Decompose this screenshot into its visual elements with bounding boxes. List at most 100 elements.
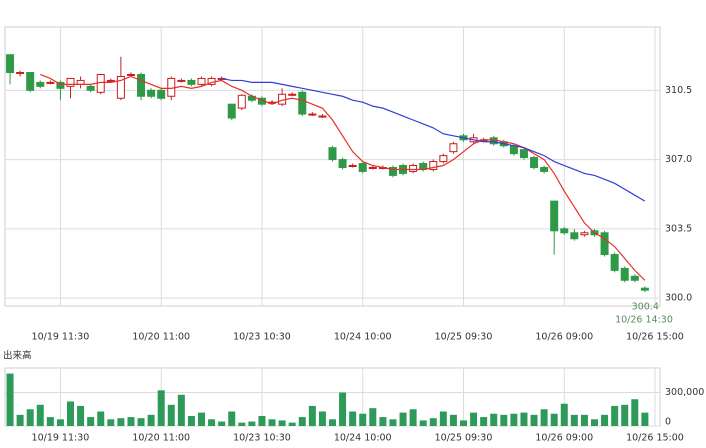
volume-bar — [500, 414, 508, 426]
volume-bar — [510, 413, 518, 426]
volume-bar — [288, 422, 296, 426]
volume-bar — [268, 419, 276, 426]
candle-body — [66, 77, 75, 87]
x-tick-label: 10/19 11:30 — [32, 433, 90, 444]
x-tick-label: 10/24 10:00 — [334, 433, 392, 444]
y-tick-label: 300,000 — [665, 387, 704, 398]
volume-bar — [449, 414, 457, 426]
volume-bar — [97, 411, 105, 426]
y-tick-label: 303.5 — [665, 223, 692, 234]
volume-bar — [6, 373, 14, 426]
x-tick-label: 10/24 10:00 — [334, 332, 392, 343]
volume-bar — [570, 414, 578, 426]
volume-bar — [56, 419, 64, 426]
y-tick-label: 0 — [665, 417, 671, 428]
candle-body — [429, 161, 438, 170]
volume-bar — [137, 418, 145, 426]
candle-body — [126, 73, 135, 76]
volume-bar — [520, 412, 528, 426]
candle-body — [36, 81, 45, 87]
candle-body — [157, 89, 166, 99]
volume-bar — [560, 403, 568, 426]
volume-bar — [641, 412, 649, 426]
candle-body — [227, 103, 236, 119]
price-frame — [4, 26, 661, 307]
volume-bar — [36, 404, 44, 426]
candle-body — [610, 254, 619, 271]
candle-body — [197, 77, 206, 85]
candle-body — [288, 93, 297, 96]
candle-body — [409, 165, 418, 172]
volume-bar — [198, 412, 205, 426]
volume-bar — [601, 414, 609, 426]
volume-bar — [460, 420, 467, 426]
candle-body — [358, 163, 367, 172]
candle-body — [298, 91, 307, 115]
volume-bar — [621, 404, 629, 426]
volume-bar — [399, 412, 407, 426]
volume-bar — [77, 405, 85, 426]
volume-bar — [16, 414, 24, 426]
candle-body — [509, 145, 518, 155]
x-tick-label: 10/20 11:00 — [132, 332, 190, 343]
volume-bar — [147, 414, 155, 426]
volume-bar — [429, 418, 437, 426]
volume-bar — [318, 411, 326, 426]
candle-body — [46, 81, 55, 84]
volume-bar — [228, 411, 236, 426]
volume-bar — [87, 417, 95, 426]
candle-body — [147, 89, 156, 97]
volume-title: 出来高 — [3, 350, 32, 362]
candle-body — [6, 54, 15, 74]
volume-bar — [177, 394, 185, 426]
volume-bar — [258, 415, 266, 426]
volume-bar — [248, 421, 256, 426]
candle-body — [519, 149, 528, 159]
volume-bar — [26, 409, 34, 426]
volume-bar — [218, 421, 226, 426]
x-tick-label: 10/25 09:30 — [435, 332, 493, 343]
candle-body — [56, 81, 65, 89]
volume-bar — [157, 390, 165, 426]
candle-body — [630, 275, 639, 281]
candle-body — [449, 143, 458, 153]
candle-body — [530, 157, 539, 168]
y-tick-label: 300.0 — [665, 293, 692, 304]
y-tick-label: 310.5 — [665, 85, 692, 96]
volume-bar — [379, 417, 387, 426]
volume-bar — [167, 404, 175, 426]
candle-body — [237, 94, 246, 109]
moving-average-line — [221, 77, 646, 202]
volume-bar — [530, 414, 538, 426]
volume-bar — [550, 413, 558, 426]
volume-bar — [389, 419, 397, 426]
candle-body — [540, 166, 549, 172]
volume-bar — [369, 408, 377, 426]
candle-body — [640, 287, 649, 291]
candle-body — [388, 166, 397, 176]
candle-body — [308, 113, 317, 116]
volume-bar — [127, 417, 135, 426]
candle-body — [187, 79, 196, 85]
volume-bar — [278, 420, 286, 426]
candle-body — [318, 115, 327, 118]
candle-body — [86, 85, 95, 91]
x-tick-label: 10/26 09:00 — [535, 332, 593, 343]
x-tick-label: 10/26 15:00 — [626, 433, 684, 444]
volume-bar — [46, 417, 54, 426]
candle-body — [550, 200, 559, 232]
x-tick-label: 10/23 10:30 — [233, 332, 291, 343]
candle-body — [16, 72, 25, 75]
candle-body — [137, 73, 146, 97]
candle-body — [439, 155, 448, 163]
volume-bar — [117, 418, 125, 426]
volume-bar — [439, 411, 447, 426]
candle-body — [560, 228, 569, 234]
volume-bar — [349, 411, 357, 426]
candle-body — [600, 232, 609, 256]
last-price-time: 10/26 14:30 — [615, 315, 673, 326]
candle-body — [177, 79, 186, 82]
moving-average-line — [40, 73, 646, 281]
x-tick-label: 10/26 15:00 — [626, 332, 684, 343]
